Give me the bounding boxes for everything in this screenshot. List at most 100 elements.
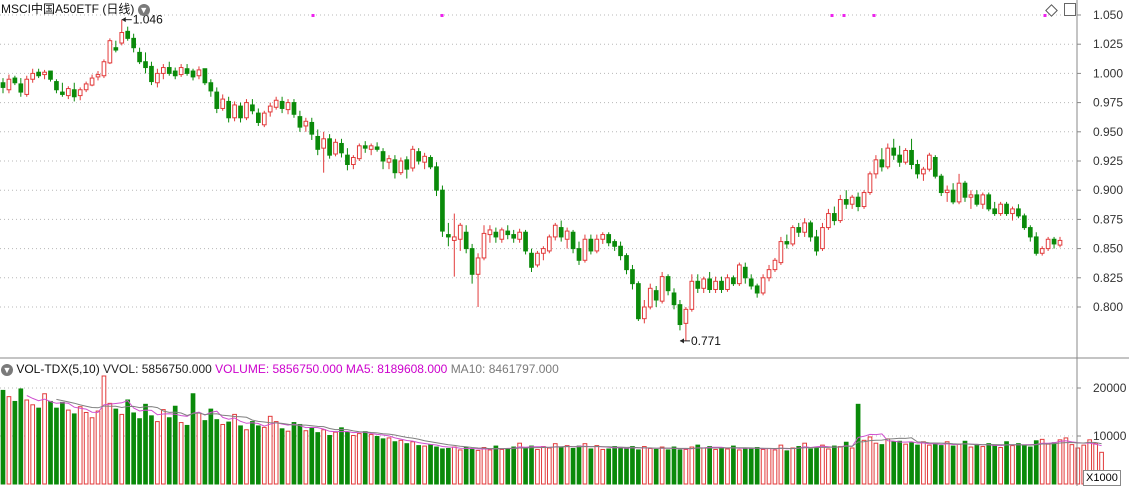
candle-body [588,238,594,252]
candle-up [89,74,95,87]
volume-bar-down [808,448,813,485]
volume-bar-down [879,444,885,485]
volume-bar-down [814,446,819,485]
collapse-circle-icon[interactable]: ▼ [1,363,13,376]
volume-bar-up [867,436,873,485]
y-tick-label: 0.925 [1093,154,1123,168]
high-annotation-label: 1.046 [133,13,163,27]
candle-body [143,61,148,69]
low-annotation-label: 0.771 [691,334,721,348]
candle-body [1039,248,1045,254]
candle-body [113,47,119,51]
candle-down [570,229,576,254]
candle-down [469,243,475,284]
candle-body [689,280,695,310]
volume-bar-down [1033,440,1039,485]
candle-down [665,274,671,296]
volume-bar-down [172,405,178,485]
candle-down [707,271,712,293]
volume-bar-up [641,446,647,485]
candle-up [594,234,600,254]
candle-body [89,77,95,86]
candle-up [1010,206,1015,221]
volume-bar-up [89,417,95,485]
candle-body [630,269,635,285]
candle-body [636,283,641,320]
candle-body [618,245,623,257]
volume-bar-down [137,418,142,485]
candle-down [48,70,53,82]
volume-bar-up [273,421,279,485]
candle-down [558,220,564,242]
volume-bar-up [1075,447,1081,485]
volume-bar-up [778,444,784,485]
candle-up [1057,236,1063,248]
volume-bar-up [582,443,588,485]
candle-body [315,135,321,150]
volume-bar-up [196,412,202,485]
candle-down [891,138,897,160]
volume-bar-down [932,443,938,485]
candle-up [837,194,843,223]
candle-body [451,236,457,241]
candle-down [309,117,315,140]
candle-down [54,79,59,94]
candle-body [772,259,778,271]
candle-body [950,189,956,203]
volume-bar-down [226,421,231,485]
candle-up [826,208,831,230]
candle-body [297,116,303,128]
volume-bar-down [12,400,18,485]
candle-down [624,253,629,275]
candle-down [256,108,261,126]
volume-bar-up [903,443,908,485]
candle-body [83,83,89,91]
candle-up [267,102,273,117]
candle-up [386,155,392,170]
volume-bar-up [736,449,742,485]
panel-toggle-icon[interactable] [1064,3,1076,16]
candle-body [404,159,410,170]
candle-down [843,190,849,209]
collapse-circle-icon[interactable]: ▼ [137,3,150,16]
candle-body [398,160,404,174]
candle-body [24,78,30,95]
volume-bar-up [451,446,457,485]
candle-down [60,82,65,97]
candle-down [149,61,154,86]
volume-bar-down [339,427,344,485]
candle-up [641,299,647,324]
extreme-annotations: 1.046 0.771 [121,13,721,348]
candle-up [849,194,855,209]
candle-down [440,185,445,237]
candle-down [719,276,724,293]
volume-bar-down [558,447,564,485]
candle-up [95,71,101,81]
candle-down [992,201,998,216]
volume-bar-down [832,445,837,485]
candle-body [523,231,528,252]
candle-body [992,208,998,215]
volume-bar-up [475,449,481,485]
volume-bar-up [42,393,47,485]
candle-body [713,280,718,290]
candle-body [962,182,968,198]
candle-body [392,159,398,174]
volume-bar-up [178,422,184,485]
candle-down [808,220,813,242]
candle-body [434,166,439,191]
candle-body [748,278,754,287]
candle-up [178,64,184,77]
volume-bar-down [184,424,190,485]
candle-down [172,67,178,80]
candle-body [42,71,47,76]
candle-body [546,236,552,252]
volume-bar-down [315,432,321,485]
candle-body [279,100,285,109]
candle-down [339,138,344,158]
candle-down [671,288,677,310]
y-tick-label: 1.025 [1093,37,1123,51]
chart-title: MSCI中国A50ETF (日线) [1,2,135,16]
volume-bar-down [784,450,790,485]
volume-bar-up [837,446,843,485]
